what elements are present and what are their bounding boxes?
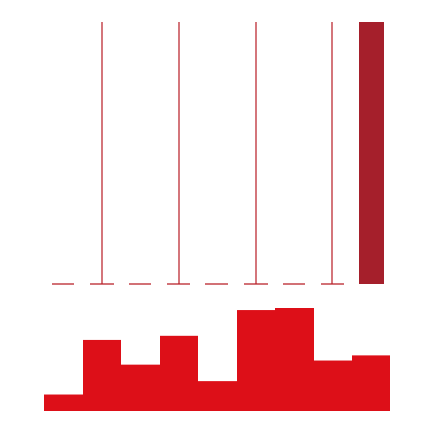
tall-solid-bar <box>359 22 384 284</box>
histogram-bar-6 <box>237 310 275 411</box>
upper-panel <box>52 22 384 285</box>
histogram-bar-7 <box>275 308 314 411</box>
histogram-bar-5 <box>198 381 237 411</box>
histogram-bar-3 <box>121 364 160 411</box>
histogram-bar-2 <box>83 339 121 411</box>
histogram-bar-1 <box>44 394 83 411</box>
histogram <box>44 308 390 411</box>
histogram-bar-9 <box>352 355 390 411</box>
histogram-bar-4 <box>160 335 198 411</box>
histogram-bar-8 <box>314 360 352 411</box>
